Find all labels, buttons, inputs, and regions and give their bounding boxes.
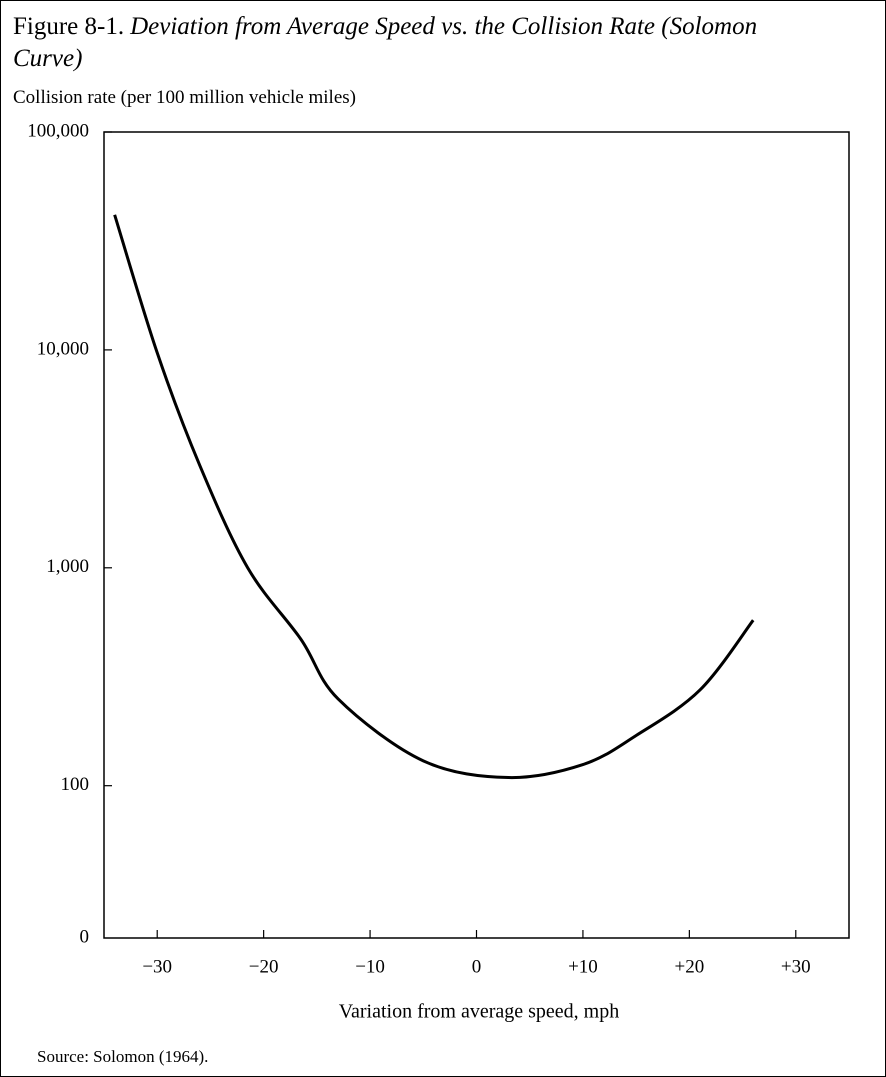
x-axis-label: Variation from average speed, mph [339,1001,619,1023]
y-axis-label: Collision rate (per 100 million vehicle … [13,87,356,108]
y-axis-bottom-label: 0 [80,926,90,947]
x-tick-label: −20 [249,956,279,977]
chart-title: Figure 8-1. [13,13,125,40]
x-tick-label: −30 [142,956,172,977]
x-tick-label: +30 [781,956,811,977]
x-tick-label: −10 [355,956,385,977]
y-tick-label: 1,000 [46,556,89,577]
y-tick-label: 10,000 [37,338,89,359]
x-tick-label: 0 [472,956,482,977]
line-series [113,214,755,780]
y-tick-label: 100 [61,774,90,795]
source-note: Source: Solomon (1964). [37,1047,209,1066]
plot-frame [103,131,850,939]
chart-title-italic: Deviation from Average Speed vs. the Col… [13,13,758,72]
x-tick-label: +20 [674,956,704,977]
chart: Variation from average speed, mph 0 100 1… [27,120,850,1023]
title-block: Figure 8-1. Deviation from Average Speed … [13,11,773,75]
x-tick-label: +10 [568,956,598,977]
y-tick-label: 100,000 [27,120,89,141]
